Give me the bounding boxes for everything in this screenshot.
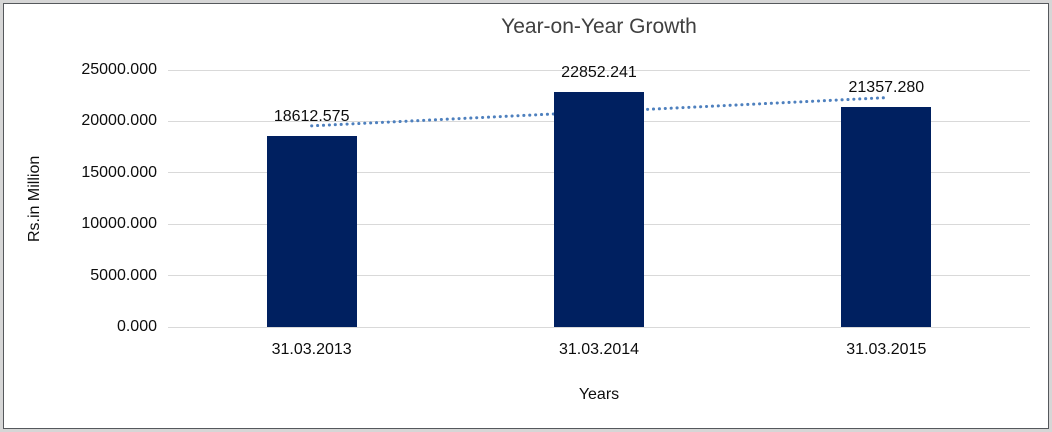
gridline xyxy=(168,69,1030,71)
bar-31.03.2014 xyxy=(554,92,644,327)
x-axis-tick-label: 31.03.2013 xyxy=(271,341,352,358)
chart-title: Year-on-Year Growth xyxy=(501,15,697,38)
y-axis-tick-label: 0.000 xyxy=(116,318,157,335)
bar-value-label: 22852.241 xyxy=(561,64,637,82)
y-axis-tick-label: 25000.000 xyxy=(81,61,157,78)
bar-value-label: 21357.280 xyxy=(848,79,925,97)
y-axis-tick-label: 5000.000 xyxy=(90,266,157,284)
x-axis-tick-label: 31.03.2015 xyxy=(846,341,927,358)
plot-area: 18612.575 22852.241 21357.280 xyxy=(168,64,1030,328)
x-axis-tick-labels: 31.03.2013 31.03.2014 31.03.2015 xyxy=(168,340,1030,360)
gridline xyxy=(168,326,1030,328)
bar-31.03.2015 xyxy=(841,107,932,327)
bar-value-label: 18612.575 xyxy=(273,107,350,125)
y-axis-tick-label: 20000.000 xyxy=(81,112,157,130)
y-axis-tick-labels: 0.000 5000.000 10000.000 15000.000 20000.000… xyxy=(40,61,157,335)
bar-31.03.2013 xyxy=(266,135,357,327)
y-axis-tick-label: 15000.000 xyxy=(81,163,157,181)
chart-frame: Year-on-Year Growth Rs.in Million 0.000 5… xyxy=(3,3,1049,429)
x-axis-title: Years xyxy=(578,386,620,403)
y-axis-tick-label: 10000.000 xyxy=(81,215,157,233)
x-axis-tick-label: 31.03.2014 xyxy=(558,341,640,358)
